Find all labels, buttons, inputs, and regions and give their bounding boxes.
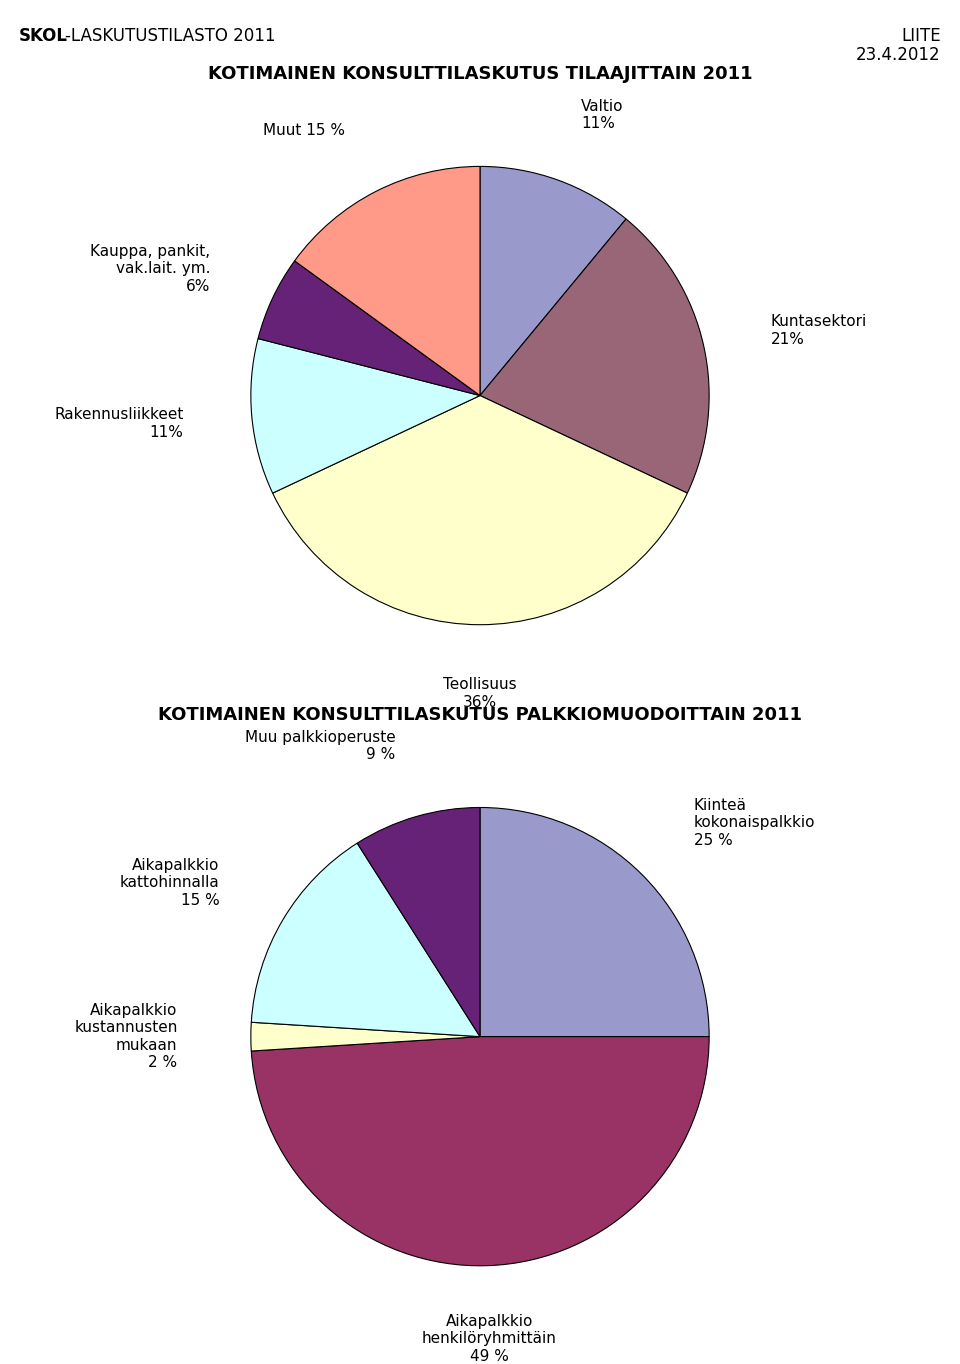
Text: Valtio
11%: Valtio 11% xyxy=(581,100,623,131)
Wedge shape xyxy=(357,807,480,1037)
Text: Muu palkkioperuste
9 %: Muu palkkioperuste 9 % xyxy=(245,730,396,762)
Text: -LASKUTUSTILASTO 2011: -LASKUTUSTILASTO 2011 xyxy=(65,27,276,45)
Wedge shape xyxy=(295,166,480,396)
Wedge shape xyxy=(480,166,626,396)
Wedge shape xyxy=(273,396,687,625)
Text: 23.4.2012: 23.4.2012 xyxy=(856,46,941,64)
Wedge shape xyxy=(252,843,480,1037)
Text: Aikapalkkio
kattohinnalla
15 %: Aikapalkkio kattohinnalla 15 % xyxy=(120,858,220,907)
Wedge shape xyxy=(251,338,480,494)
Text: Aikapalkkio
kustannusten
mukaan
2 %: Aikapalkkio kustannusten mukaan 2 % xyxy=(74,1003,178,1071)
Text: LIITE: LIITE xyxy=(901,27,941,45)
Text: Rakennusliikkeet
11%: Rakennusliikkeet 11% xyxy=(54,408,183,439)
Text: Kiinteä
kokonaispalkkio
25 %: Kiinteä kokonaispalkkio 25 % xyxy=(694,798,815,847)
Text: Aikapalkkio
henkilöryhmittäin
49 %: Aikapalkkio henkilöryhmittäin 49 % xyxy=(422,1314,557,1364)
Text: SKOL: SKOL xyxy=(19,27,68,45)
Wedge shape xyxy=(251,1022,480,1052)
Wedge shape xyxy=(480,220,709,494)
Title: KOTIMAINEN KONSULTTILASKUTUS TILAAJITTAIN 2011: KOTIMAINEN KONSULTTILASKUTUS TILAAJITTAI… xyxy=(207,64,753,83)
Wedge shape xyxy=(480,807,709,1037)
Text: Kuntasektori
21%: Kuntasektori 21% xyxy=(771,314,867,346)
Title: KOTIMAINEN KONSULTTILASKUTUS PALKKIOMUODOITTAIN 2011: KOTIMAINEN KONSULTTILASKUTUS PALKKIOMUOD… xyxy=(158,705,802,724)
Text: Muut 15 %: Muut 15 % xyxy=(263,123,345,138)
Wedge shape xyxy=(258,261,480,396)
Text: Teollisuus
36%: Teollisuus 36% xyxy=(444,678,516,709)
Wedge shape xyxy=(252,1037,709,1266)
Text: Kauppa, pankit,
vak.lait. ym.
6%: Kauppa, pankit, vak.lait. ym. 6% xyxy=(90,244,210,293)
